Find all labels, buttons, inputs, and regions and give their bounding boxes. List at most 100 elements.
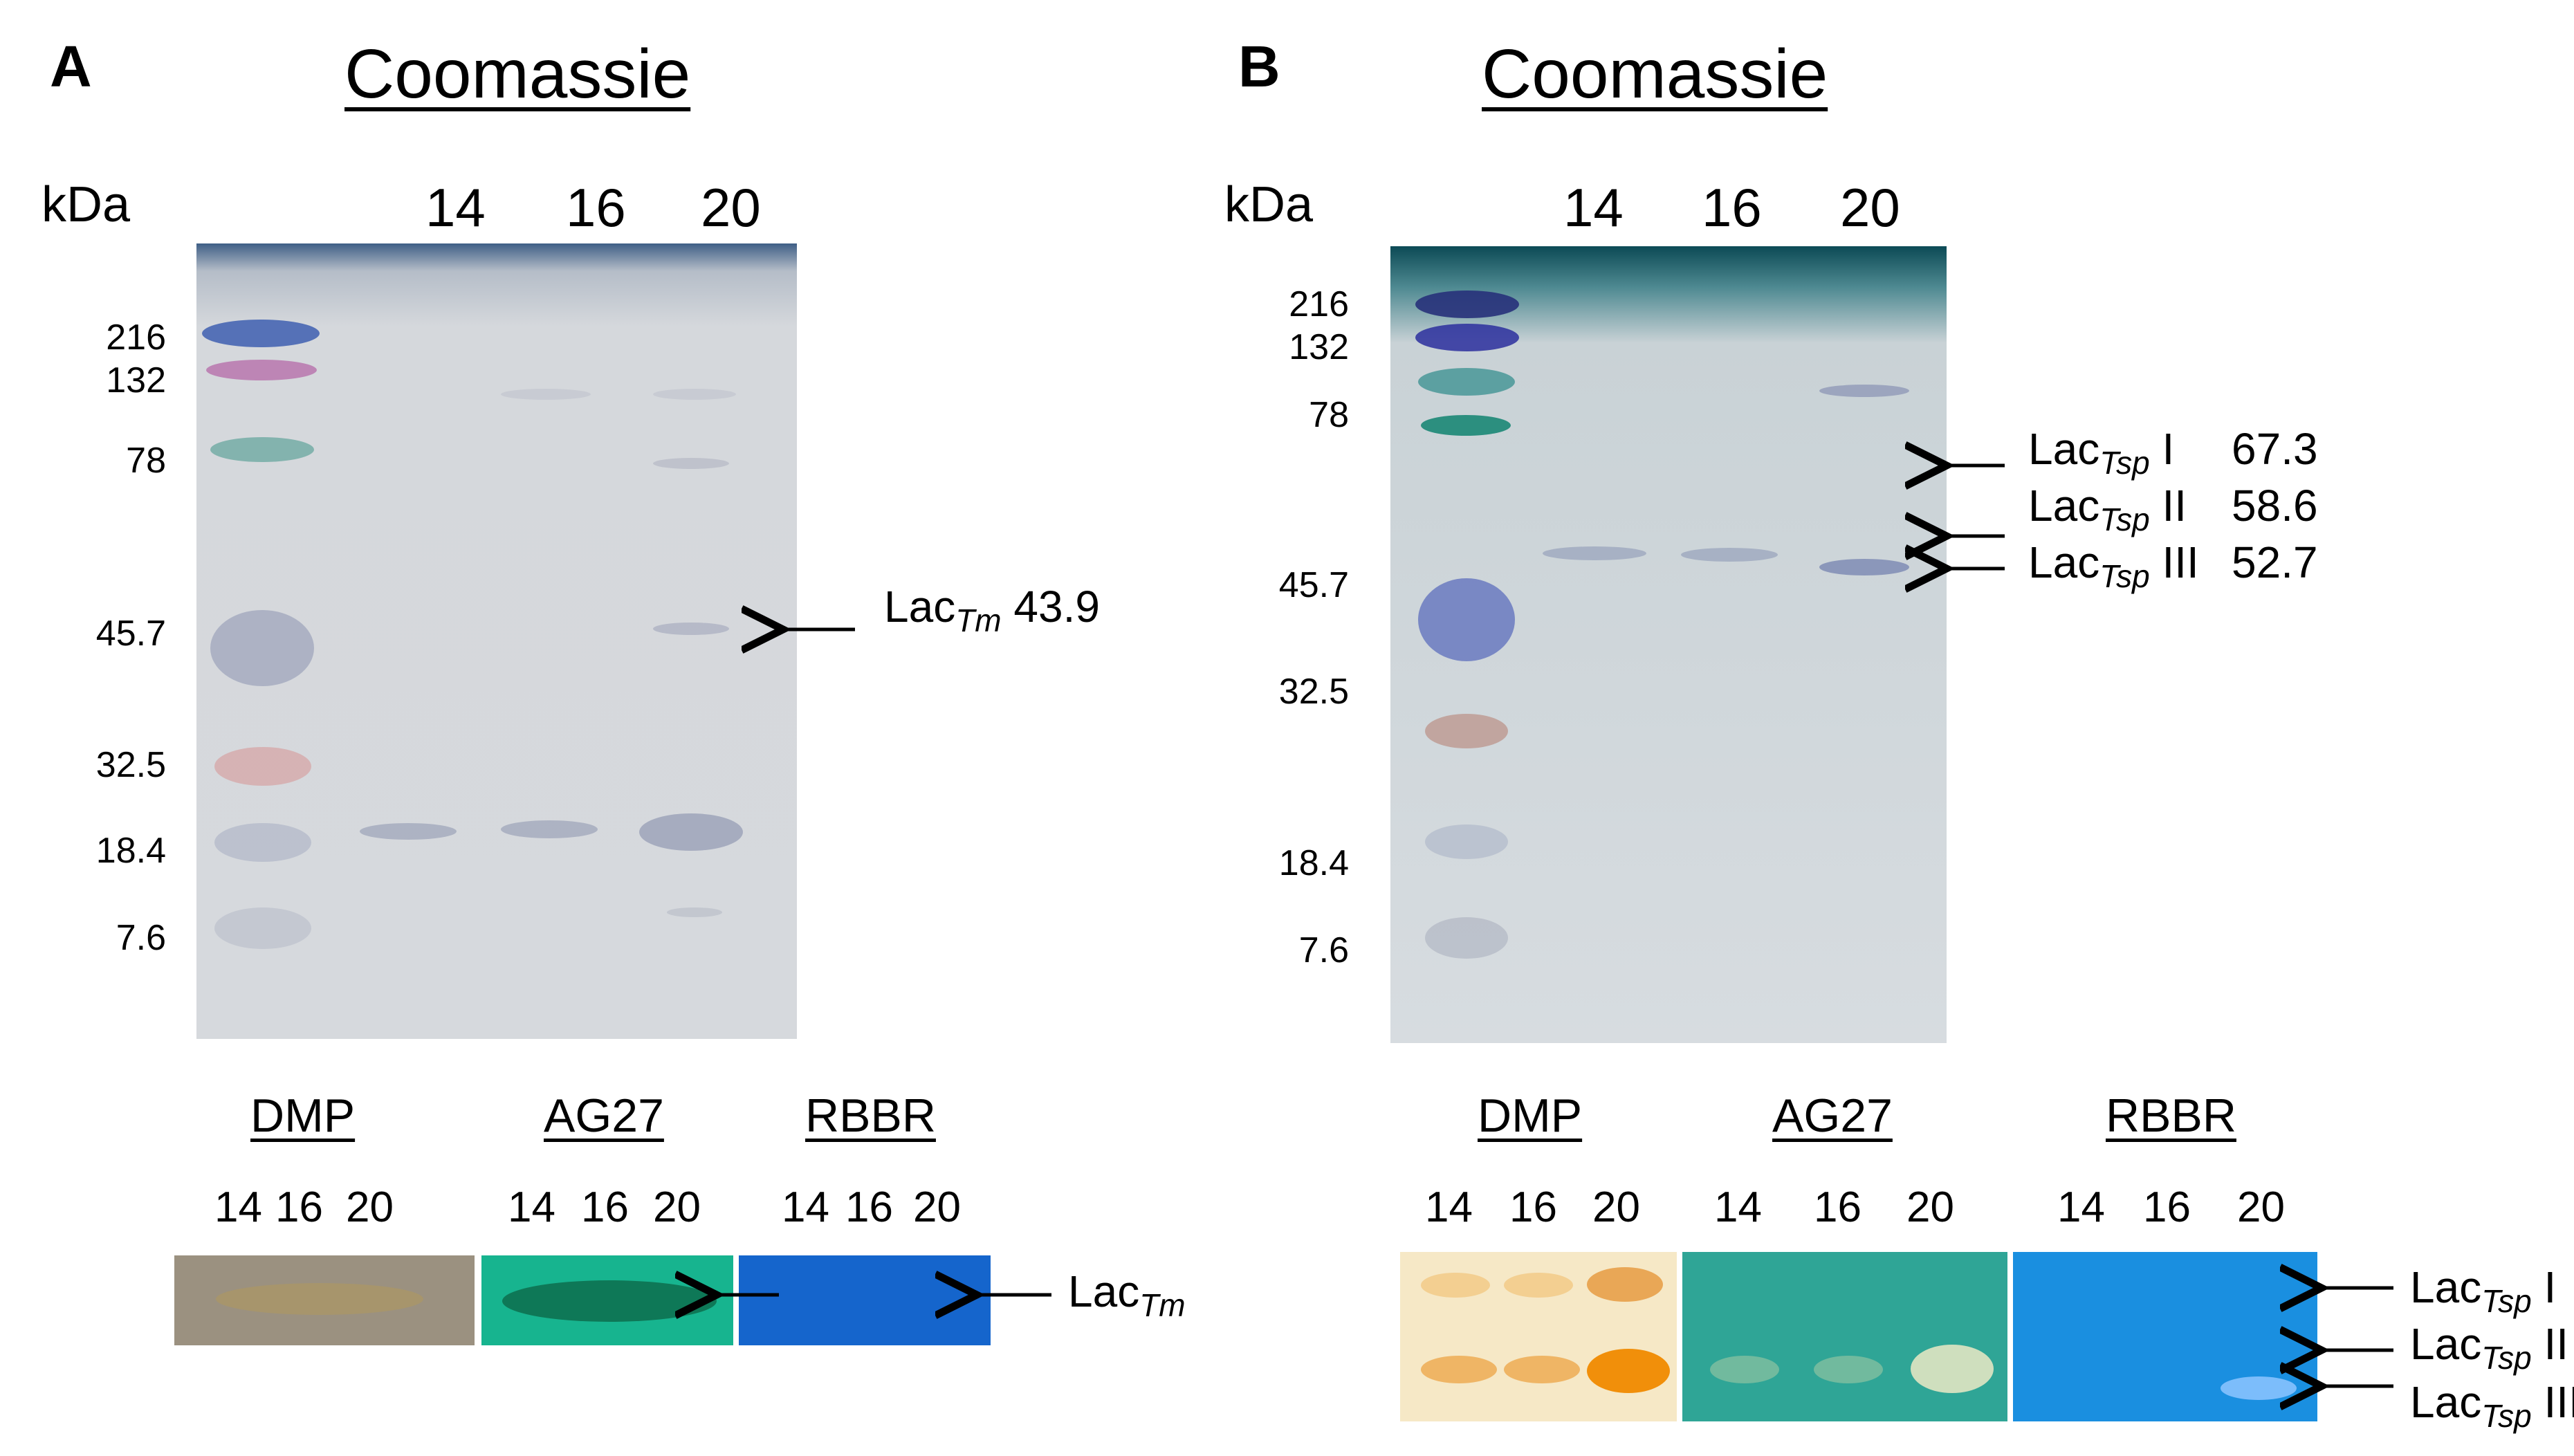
ladder-band (1418, 368, 1515, 396)
zymo-lane-label: 16 (2143, 1183, 2191, 1231)
panel-b-zymo-lactsp-label: LacTsp II (2410, 1319, 2568, 1376)
panel-b-title: Coomassie (1482, 35, 1828, 113)
activity-band (1911, 1345, 1994, 1393)
panel-a-marker-label: 45.7 (95, 614, 166, 654)
panel-a-lane-label: 16 (566, 177, 626, 238)
sample-band (501, 389, 591, 400)
panel-a-zymo-ag27-title: AG27 (544, 1089, 664, 1142)
panel-a-title: Coomassie (344, 35, 691, 113)
panel-a-zymo-dmp-title: DMP (250, 1089, 356, 1142)
panel-b-lane-label: 16 (1702, 177, 1762, 238)
ladder-band (214, 907, 311, 949)
sample-band (667, 907, 722, 917)
zymo-lane-label: 14 (2057, 1183, 2105, 1231)
panel-a-marker-label: 132 (106, 360, 166, 400)
panel-b-zymo-lactsp-label: LacTsp I (2410, 1262, 2557, 1319)
panel-b-zymo-ag27-title: AG27 (1772, 1089, 1893, 1142)
panel-a-marker-label: 78 (126, 441, 166, 481)
panel-a-zymo-lactm-label: LacTm (1068, 1266, 1186, 1323)
activity-band (1421, 1356, 1497, 1383)
activity-band (216, 1283, 423, 1315)
ladder-band (1418, 578, 1515, 661)
panel-b-kda-label: kDa (1224, 177, 1314, 232)
sample-band (1543, 546, 1646, 560)
panel-b-mw-value: 52.7 (2232, 537, 2318, 587)
zymo-lane-label: 20 (913, 1183, 961, 1231)
panel-a-zymo-dmp (174, 1255, 475, 1345)
zymo-lane-label: 20 (346, 1183, 394, 1231)
ladder-band (214, 823, 311, 862)
panel-b-marker-label: 45.7 (1278, 565, 1349, 605)
ladder-band (1425, 917, 1508, 959)
sample-band (653, 389, 736, 400)
activity-band (1504, 1273, 1573, 1298)
zymo-lane-label: 16 (845, 1183, 893, 1231)
panel-b-marker-label: 18.4 (1278, 843, 1349, 883)
panel-a-marker-label: 32.5 (95, 745, 166, 785)
panel-b-marker-label: 32.5 (1278, 672, 1349, 712)
ladder-band (1425, 714, 1508, 748)
zymo-lane-label: 14 (508, 1183, 555, 1231)
panel-b-marker-label: 7.6 (1298, 930, 1349, 970)
panel-a-letter: A (50, 34, 92, 99)
ladder-band (1425, 824, 1508, 859)
zymo-lane-label: 14 (1425, 1183, 1473, 1231)
panel-a-lactm-label: LacTm 43.9 (884, 582, 1100, 638)
ladder-band (202, 320, 320, 347)
zymo-lane-label: 20 (653, 1183, 701, 1231)
panel-b-zymo-rbbr-title: RBBR (2106, 1089, 2236, 1142)
panel-a-zymo-rbbr-title: RBBR (805, 1089, 936, 1142)
panel-a-marker-label: 7.6 (116, 918, 166, 958)
panel-b-mw-value: 58.6 (2232, 481, 2318, 531)
activity-band (1814, 1356, 1883, 1383)
panel-a-marker-label: 216 (106, 317, 166, 358)
sample-band (1819, 385, 1909, 397)
panel-b-marker-label: 132 (1289, 327, 1349, 367)
sample-band (501, 820, 598, 838)
panel-b-lactsp-label: LacTsp III (2028, 537, 2199, 594)
sample-band (360, 823, 457, 840)
panel-b-zymo-dmp-title: DMP (1478, 1089, 1583, 1142)
zymo-lane-label: 20 (1592, 1183, 1640, 1231)
panel-b-letter: B (1238, 34, 1280, 99)
ladder-band (214, 747, 311, 786)
zymo-lane-label: 16 (581, 1183, 629, 1231)
zymo-lane-label: 14 (1714, 1183, 1762, 1231)
panel-b-coomassie-gel (1390, 246, 1947, 1043)
ladder-band (210, 437, 314, 462)
panel-b-lactsp-label: LacTsp II (2028, 481, 2187, 537)
zymo-lane-label: 20 (2237, 1183, 2285, 1231)
panel-a-coomassie-gel (196, 243, 797, 1039)
panel-b-lactsp-label: LacTsp I (2028, 424, 2175, 481)
activity-band (1421, 1273, 1490, 1298)
sample-band (653, 458, 729, 469)
ladder-band (1415, 291, 1519, 318)
panel-a-lane-label: 20 (701, 177, 761, 238)
panel-b-zymo-lactsp-label: LacTsp III (2410, 1377, 2574, 1434)
activity-band (1587, 1267, 1663, 1302)
panel-a-marker-label: 18.4 (95, 831, 166, 871)
zymo-lane-label: 16 (1509, 1183, 1557, 1231)
panel-b-zymo-ag27 (1682, 1252, 2007, 1421)
panel-b-zymo-rbbr (2013, 1252, 2317, 1421)
panel-b-lane-label: 20 (1840, 177, 1900, 238)
ladder-band (206, 360, 317, 380)
sample-band (653, 623, 729, 635)
panel-a-lane-label: 14 (425, 177, 486, 238)
panel-a-kda-label: kDa (42, 177, 131, 232)
ladder-band (1421, 415, 1511, 436)
sample-band (639, 813, 743, 851)
panel-b-lane-label: 14 (1563, 177, 1624, 238)
zymo-lane-label: 20 (1906, 1183, 1954, 1231)
panel-b-zymo-dmp (1400, 1252, 1677, 1421)
zymo-lane-label: 14 (214, 1183, 262, 1231)
panel-b-marker-label: 216 (1289, 284, 1349, 324)
ladder-band (1415, 324, 1519, 351)
sample-band (1819, 559, 1909, 575)
activity-band (1587, 1349, 1670, 1393)
activity-band (1504, 1356, 1580, 1383)
panel-b-mw-value: 67.3 (2232, 424, 2318, 474)
zymo-lane-label: 16 (1814, 1183, 1861, 1231)
zymo-lane-label: 16 (275, 1183, 323, 1231)
